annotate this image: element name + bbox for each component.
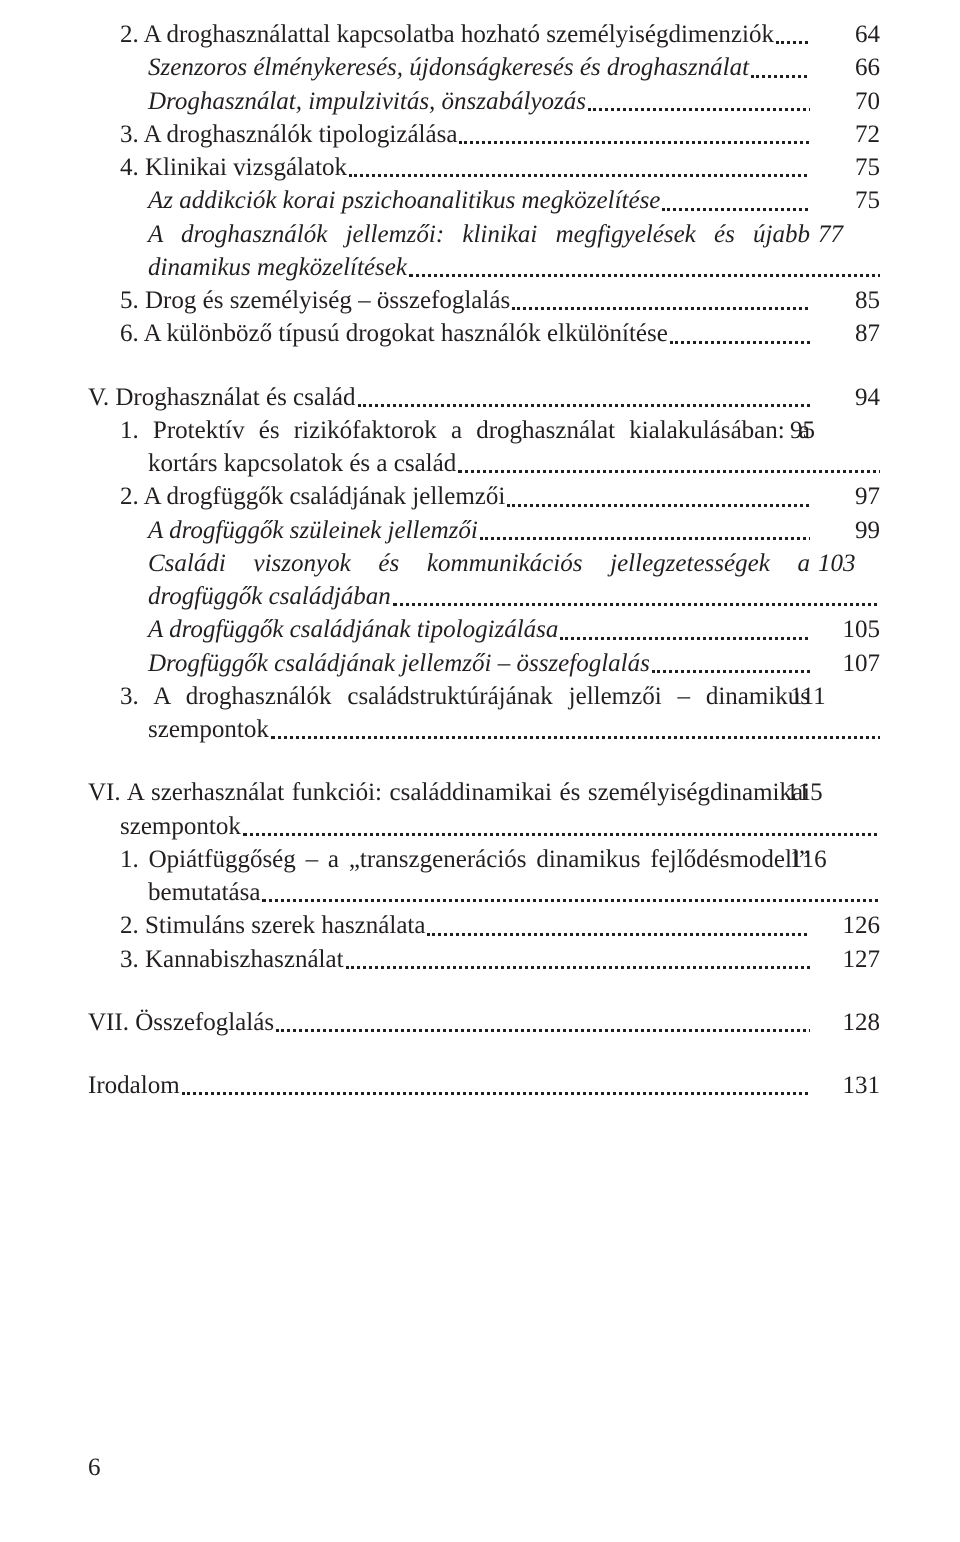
toc-text: A drogfüggők szüleinek jellemzői bbox=[88, 514, 810, 547]
toc-text: 2. Stimuláns szerek használata bbox=[88, 909, 810, 942]
toc-entry: 116 1. Opiátfüggőség – a „transzgeneráci… bbox=[88, 843, 880, 910]
toc-block: V. Droghasználat és család 94 95 1. Prot… bbox=[88, 381, 880, 747]
toc-page-number: 72 bbox=[810, 118, 880, 151]
toc-page-number: 126 bbox=[810, 909, 880, 942]
toc-entry: VII. Összefoglalás 128 bbox=[88, 1006, 880, 1039]
toc-entry: Az addikciók korai pszichoanalitikus meg… bbox=[88, 184, 880, 217]
toc-text: 3. Kannabiszhasználat bbox=[88, 943, 810, 976]
toc-entry: 2. Stimuláns szerek használata 126 bbox=[88, 909, 880, 942]
toc-entry: Droghasználat, impulzivitás, önszabályoz… bbox=[88, 85, 880, 118]
toc-text: Szenzoros élménykeresés, újdonságkeresés… bbox=[88, 51, 810, 84]
toc-block: VII. Összefoglalás 128 bbox=[88, 1006, 880, 1039]
toc-page-number: 115 bbox=[810, 776, 880, 809]
toc-text: 5. Drog és személyiség – összefoglalás bbox=[88, 284, 810, 317]
toc-text: 4. Klinikai vizsgálatok bbox=[88, 151, 810, 184]
toc-page-number: 99 bbox=[810, 514, 880, 547]
toc-text: Családi viszonyok és kommunikációs jelle… bbox=[148, 550, 810, 610]
toc-page-number: 70 bbox=[810, 85, 880, 118]
toc-text: 6. A különböző típusú drogokat használók… bbox=[88, 317, 810, 350]
toc-block: 115 VI. A szerhasználat funkciói: család… bbox=[88, 776, 880, 976]
toc-text: 3. A droghasználók családstruktúrájának … bbox=[120, 683, 810, 743]
toc-page-number: 116 bbox=[810, 843, 880, 876]
toc-page-number: 97 bbox=[810, 480, 880, 513]
toc-entry: 6. A különböző típusú drogokat használók… bbox=[88, 317, 880, 350]
toc-page-number: 75 bbox=[810, 184, 880, 217]
page-number: 6 bbox=[88, 1451, 101, 1484]
toc-page-number: 94 bbox=[810, 381, 880, 414]
toc-text: V. Droghasználat és család bbox=[88, 381, 810, 414]
toc-block: Irodalom 131 bbox=[88, 1069, 880, 1102]
toc-text: 3. A droghasználók tipologizálása bbox=[88, 118, 810, 151]
toc-text: Droghasználat, impulzivitás, önszabályoz… bbox=[88, 85, 810, 118]
toc-entry: Drogfüggők családjának jellemzői – össze… bbox=[88, 647, 880, 680]
toc-entry: 111 3. A droghasználók családstruktúrájá… bbox=[88, 680, 880, 747]
toc-text: Az addikciók korai pszichoanalitikus meg… bbox=[88, 184, 810, 217]
toc-page-number: 111 bbox=[810, 680, 880, 713]
toc-entry: 3. Kannabiszhasználat 127 bbox=[88, 943, 880, 976]
toc-page-number: 103 bbox=[810, 547, 880, 580]
toc-text: 1. Opiátfüggőség – a „transzgenerációs d… bbox=[120, 846, 810, 906]
toc-entry: Szenzoros élménykeresés, újdonságkeresés… bbox=[88, 51, 880, 84]
toc-page-number: 95 bbox=[810, 414, 880, 447]
toc-text: 2. A droghasználattal kapcsolatba hozhat… bbox=[88, 18, 810, 51]
toc-entry: A drogfüggők családjának tipologizálása … bbox=[88, 613, 880, 646]
toc-text: A drogfüggők családjának tipologizálása bbox=[88, 613, 810, 646]
toc-entry: 3. A droghasználók tipologizálása 72 bbox=[88, 118, 880, 151]
toc-page-number: 87 bbox=[810, 317, 880, 350]
toc-entry: 2. A droghasználattal kapcsolatba hozhat… bbox=[88, 18, 880, 51]
toc-page-number: 75 bbox=[810, 151, 880, 184]
toc-text: VI. A szerhasználat funkciói: családdina… bbox=[88, 779, 810, 839]
toc-page-number: 77 bbox=[810, 218, 880, 251]
toc-text: VII. Összefoglalás bbox=[88, 1006, 810, 1039]
toc-entry: V. Droghasználat és család 94 bbox=[88, 381, 880, 414]
toc-page-number: 127 bbox=[810, 943, 880, 976]
toc-entry: 103 Családi viszonyok és kommunikációs j… bbox=[88, 547, 880, 614]
toc-block: 2. A droghasználattal kapcsolatba hozhat… bbox=[88, 18, 880, 351]
toc-page-number: 105 bbox=[810, 613, 880, 646]
toc-text: 1. Protektív és rizikófaktorok a droghas… bbox=[120, 417, 810, 477]
toc-entry: 95 1. Protektív és rizikófaktorok a drog… bbox=[88, 414, 880, 481]
toc-page-number: 85 bbox=[810, 284, 880, 317]
toc-page-number: 64 bbox=[810, 18, 880, 51]
toc-page-number: 131 bbox=[810, 1069, 880, 1102]
toc-page: 2. A droghasználattal kapcsolatba hozhat… bbox=[0, 0, 960, 1542]
toc-text: Drogfüggők családjának jellemzői – össze… bbox=[88, 647, 810, 680]
toc-entry: 2. A drogfüggők családjának jellemzői 97 bbox=[88, 480, 880, 513]
toc-entry: Irodalom 131 bbox=[88, 1069, 880, 1102]
toc-entry: 115 VI. A szerhasználat funkciói: család… bbox=[88, 776, 880, 843]
toc-entry: 77 A droghasználók jellemzői: klinikai m… bbox=[88, 218, 880, 285]
toc-page-number: 128 bbox=[810, 1006, 880, 1039]
toc-entry: 4. Klinikai vizsgálatok 75 bbox=[88, 151, 880, 184]
toc-entry: 5. Drog és személyiség – összefoglalás 8… bbox=[88, 284, 880, 317]
toc-text: Irodalom bbox=[88, 1069, 810, 1102]
toc-text: 2. A drogfüggők családjának jellemzői bbox=[88, 480, 810, 513]
toc-page-number: 66 bbox=[810, 51, 880, 84]
toc-page-number: 107 bbox=[810, 647, 880, 680]
toc-entry: A drogfüggők szüleinek jellemzői 99 bbox=[88, 514, 880, 547]
toc-text: A droghasználók jellemzői: klinikai megf… bbox=[148, 221, 810, 281]
